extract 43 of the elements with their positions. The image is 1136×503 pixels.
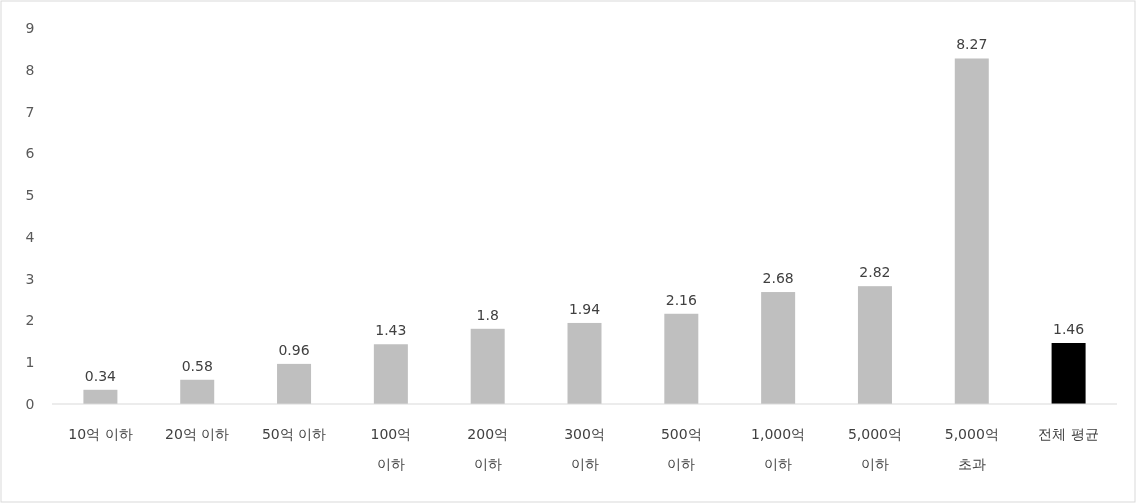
bar — [83, 389, 118, 404]
data-label: 0.96 — [278, 341, 310, 358]
y-tick-label: 0 — [25, 396, 35, 412]
bar — [761, 292, 796, 404]
data-label: 2.16 — [665, 291, 697, 308]
bar — [664, 313, 699, 404]
y-tick-label: 9 — [25, 20, 35, 36]
data-label: 1.94 — [568, 300, 601, 317]
x-tick-label: 전체 평균 — [1038, 426, 1099, 442]
y-tick-label: 3 — [25, 270, 35, 287]
x-tick-label: 300억 이하 — [564, 426, 605, 472]
x-tick-label: 10억 이하 — [68, 426, 133, 442]
data-label: 1.43 — [375, 322, 407, 339]
bar — [857, 286, 892, 404]
data-label: 8.27 — [956, 36, 988, 53]
x-tick-label: 500억 이하 — [660, 426, 702, 472]
bar — [180, 379, 215, 404]
x-tick-label: 1,000억 이하 — [751, 426, 806, 472]
x-tick-label: 100억 이하 — [370, 426, 412, 472]
data-label: 1.46 — [1053, 321, 1085, 337]
data-label: 2.82 — [859, 264, 891, 281]
y-tick-label: 1 — [25, 354, 35, 371]
x-tick-label: 5,000억 초과 — [944, 426, 999, 472]
y-tick-label: 4 — [25, 228, 35, 245]
data-label: 2.68 — [762, 270, 794, 287]
x-tick-label: 5,000억 이하 — [847, 426, 902, 472]
y-tick-label: 6 — [25, 145, 35, 162]
bar — [567, 322, 602, 404]
x-tick-label: 200억 이하 — [467, 426, 509, 472]
data-label: 0.58 — [181, 357, 213, 374]
y-tick-label: 2 — [25, 312, 35, 329]
data-label: 1.8 — [476, 306, 499, 323]
bar — [373, 344, 408, 404]
x-tick-label: 20억 이하 — [165, 426, 230, 442]
bar — [277, 363, 312, 404]
y-tick-label: 8 — [25, 61, 35, 78]
y-tick-label: 5 — [25, 187, 35, 204]
bar — [954, 58, 989, 404]
bar — [470, 328, 505, 404]
bar — [1051, 343, 1086, 404]
x-tick-label: 50억 이하 — [261, 426, 327, 442]
data-label: 0.34 — [84, 367, 117, 384]
y-tick-label: 7 — [25, 103, 35, 120]
